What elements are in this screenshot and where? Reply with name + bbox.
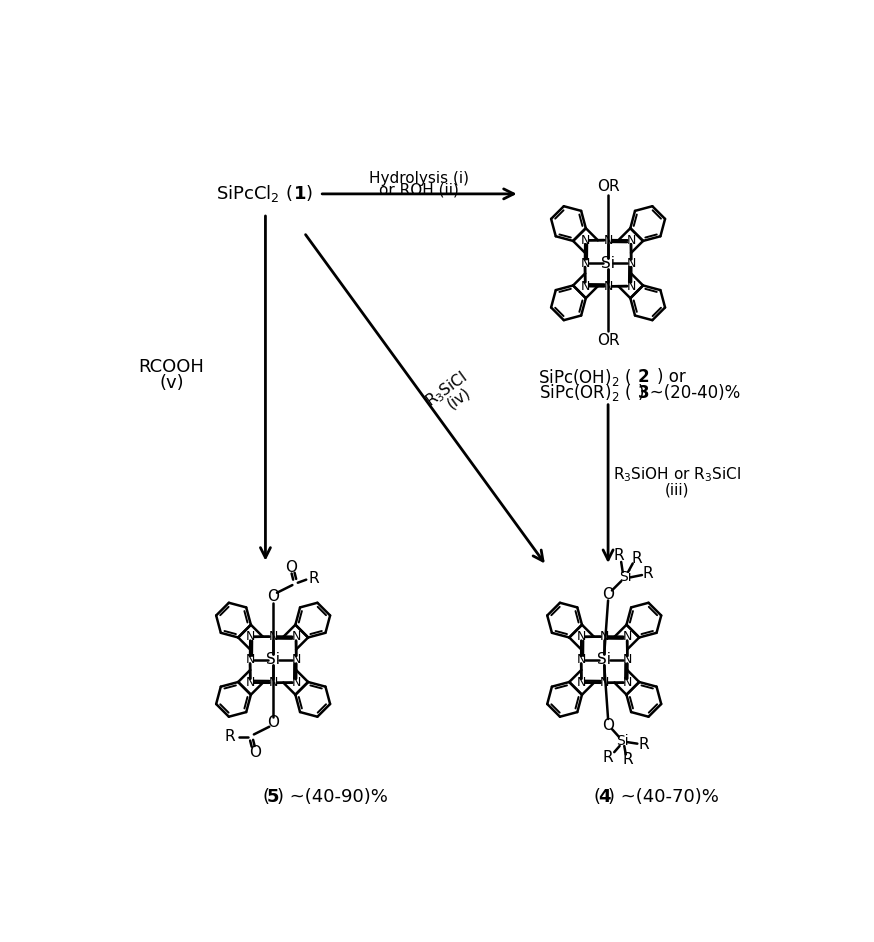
Text: R: R xyxy=(225,729,235,744)
Text: N: N xyxy=(246,676,255,690)
Text: O: O xyxy=(267,715,279,730)
Text: ) ~(40-70)%: ) ~(40-70)% xyxy=(608,788,719,805)
Text: N: N xyxy=(580,280,590,293)
Text: O: O xyxy=(267,589,279,604)
Text: O: O xyxy=(249,744,261,759)
Text: R: R xyxy=(642,566,654,581)
Text: 5: 5 xyxy=(267,788,280,805)
Text: (: ( xyxy=(593,788,600,805)
Text: Si: Si xyxy=(597,652,611,667)
Text: R$_3$SiCl: R$_3$SiCl xyxy=(422,367,471,411)
Text: O: O xyxy=(285,560,297,575)
Text: N: N xyxy=(246,630,255,643)
Text: N: N xyxy=(600,630,609,643)
Text: (: ( xyxy=(262,788,269,805)
Text: (v): (v) xyxy=(159,374,184,392)
Text: R: R xyxy=(309,572,319,586)
Text: R: R xyxy=(614,548,624,563)
Text: ) ~(20-40)%: ) ~(20-40)% xyxy=(638,383,740,401)
Text: (iv): (iv) xyxy=(445,384,474,412)
Text: SiPc(OH)$_2$ (: SiPc(OH)$_2$ ( xyxy=(538,366,631,388)
Text: SiPcCl$_2$ (: SiPcCl$_2$ ( xyxy=(216,184,292,204)
Text: N: N xyxy=(622,676,632,690)
Text: N: N xyxy=(246,653,254,666)
Text: N: N xyxy=(622,653,632,666)
Text: SiPc(OR)$_2$ (: SiPc(OR)$_2$ ( xyxy=(538,382,631,403)
Text: Si: Si xyxy=(267,652,281,667)
Text: N: N xyxy=(291,630,301,643)
Text: N: N xyxy=(627,280,635,293)
Text: 3: 3 xyxy=(638,383,649,401)
Text: 1: 1 xyxy=(294,185,306,203)
Text: OR: OR xyxy=(597,333,620,348)
Text: N: N xyxy=(627,256,636,269)
Text: N: N xyxy=(577,676,586,690)
Text: N: N xyxy=(600,676,609,690)
Text: N: N xyxy=(577,630,586,643)
Text: Si: Si xyxy=(615,734,628,748)
Text: R$_3$SiOH or R$_3$SiCl: R$_3$SiOH or R$_3$SiCl xyxy=(614,465,741,484)
Text: N: N xyxy=(577,653,586,666)
Text: N: N xyxy=(622,630,632,643)
Text: (iii): (iii) xyxy=(665,482,690,497)
Text: ) ~(40-90)%: ) ~(40-90)% xyxy=(277,788,388,805)
Text: N: N xyxy=(292,653,301,666)
Text: N: N xyxy=(268,676,278,690)
Text: ) or: ) or xyxy=(657,368,685,386)
Text: N: N xyxy=(603,280,613,293)
Text: ): ) xyxy=(306,185,313,203)
Text: N: N xyxy=(627,234,635,247)
Text: Si: Si xyxy=(601,255,615,270)
Text: N: N xyxy=(603,234,613,247)
Text: OR: OR xyxy=(597,179,620,194)
Text: R: R xyxy=(623,753,634,768)
Text: or ROH (ii): or ROH (ii) xyxy=(379,183,460,198)
Text: 4: 4 xyxy=(598,788,610,805)
Text: N: N xyxy=(268,630,278,643)
Text: O: O xyxy=(602,587,614,602)
Text: N: N xyxy=(580,256,590,269)
Text: N: N xyxy=(580,234,590,247)
Text: R: R xyxy=(631,551,642,565)
Text: Hydrolysis (i): Hydrolysis (i) xyxy=(370,171,469,186)
Text: RCOOH: RCOOH xyxy=(139,358,205,376)
Text: 2: 2 xyxy=(638,368,649,386)
Text: R: R xyxy=(638,737,649,752)
Text: Si: Si xyxy=(619,570,631,584)
Text: N: N xyxy=(291,676,301,690)
Text: R: R xyxy=(603,750,614,765)
Text: O: O xyxy=(602,718,614,733)
